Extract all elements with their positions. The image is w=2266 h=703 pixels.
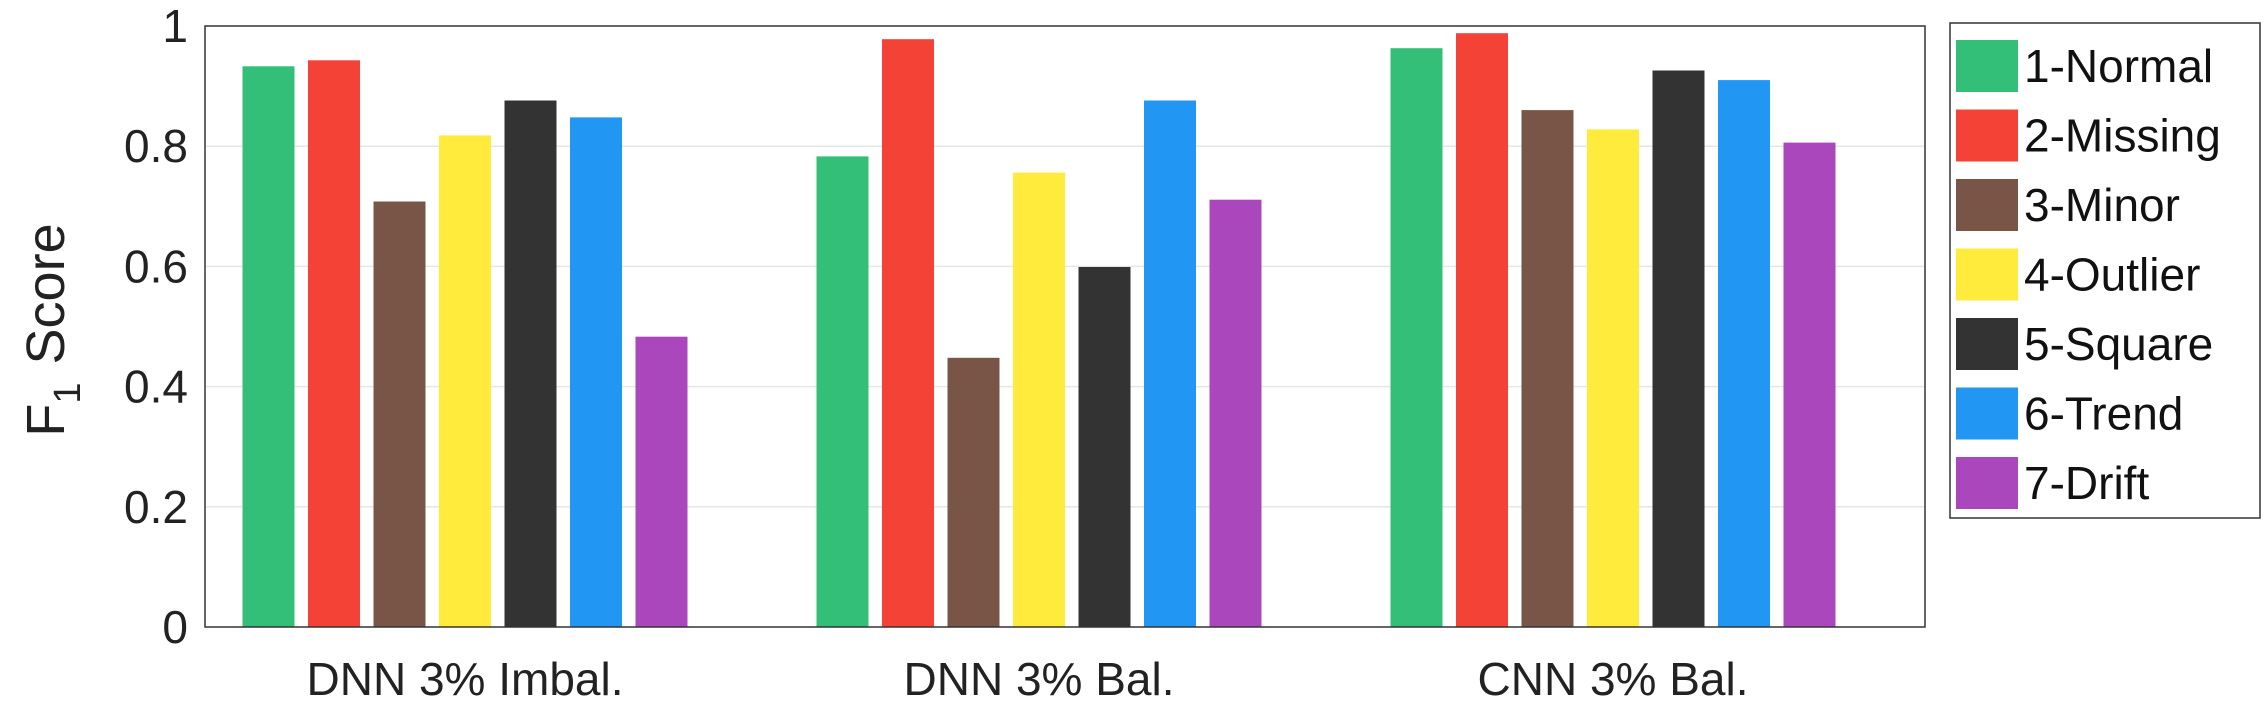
y-axis-ticks: 0 0.2 0.4 0.6 0.8 1 <box>124 0 188 653</box>
y-tick-label: 0 <box>162 601 188 653</box>
bar-1-normal <box>1390 48 1443 627</box>
y-axis-label-rest: Score <box>16 223 76 364</box>
bar-3-minor <box>1521 110 1574 628</box>
bar-2-missing <box>1456 33 1508 627</box>
bar-3-minor <box>947 357 1000 627</box>
legend-swatch <box>1956 318 2018 370</box>
bar-7-drift <box>1209 199 1262 627</box>
bar-3-minor <box>373 201 426 627</box>
bar-5-square <box>1078 267 1131 627</box>
bar-2-missing <box>308 60 360 628</box>
y-tick-label: 0.6 <box>124 240 188 292</box>
bar-4-outlier <box>439 135 491 627</box>
legend-swatch <box>1956 457 2018 509</box>
legend-label: 2-Missing <box>2024 110 2221 162</box>
x-tick-label: DNN 3% Imbal. <box>307 653 624 703</box>
svg-text:F1Score: F1 Score <box>16 223 89 436</box>
legend-swatch <box>1956 40 2018 92</box>
bar-5-square <box>1652 70 1705 627</box>
legend: 1-Normal 2-Missing 3-Minor 4-Outlier 5-Squar… <box>1949 22 2261 519</box>
legend-label: 4-Outlier <box>2024 249 2200 301</box>
bar-6-trend <box>1718 80 1770 628</box>
bar-5-square <box>504 100 557 627</box>
legend-label: 7-Drift <box>2024 457 2149 509</box>
y-tick-label: 0.4 <box>124 361 188 413</box>
legend-swatch <box>1956 109 2018 162</box>
legend-swatch <box>1956 179 2018 231</box>
x-tick-label: CNN 3% Bal. <box>1478 653 1749 703</box>
bar-7-drift <box>1783 142 1836 627</box>
legend-label: 5-Square <box>2024 318 2213 370</box>
bar-4-outlier <box>1587 129 1639 627</box>
legend-label: 6-Trend <box>2024 388 2183 440</box>
bar-4-outlier <box>1013 172 1065 627</box>
x-tick-label: DNN 3% Bal. <box>904 653 1175 703</box>
legend-swatch <box>1956 248 2018 301</box>
y-axis-label-main: F <box>16 404 76 437</box>
bar-1-normal <box>816 156 869 627</box>
bars <box>242 33 1836 628</box>
legend-label: 3-Minor <box>2024 179 2180 231</box>
y-tick-label: 0.2 <box>124 481 188 533</box>
bar-6-trend <box>570 117 622 628</box>
bar-6-trend <box>1144 100 1196 627</box>
bar-7-drift <box>635 336 688 627</box>
plot-area-frame <box>204 25 1926 628</box>
y-tick-label: 1 <box>162 0 188 52</box>
legend-swatch <box>1956 387 2018 440</box>
x-axis-ticks: DNN 3% Imbal. DNN 3% Bal. CNN 3% Bal. <box>307 653 1749 703</box>
bar-1-normal <box>242 66 295 628</box>
legend-label: 1-Normal <box>2024 40 2213 92</box>
y-axis-label-subscript: 1 <box>47 382 89 403</box>
y-axis-label: F1 Score <box>16 223 89 436</box>
y-tick-label: 0.8 <box>124 120 188 172</box>
bar-2-missing <box>882 39 934 627</box>
